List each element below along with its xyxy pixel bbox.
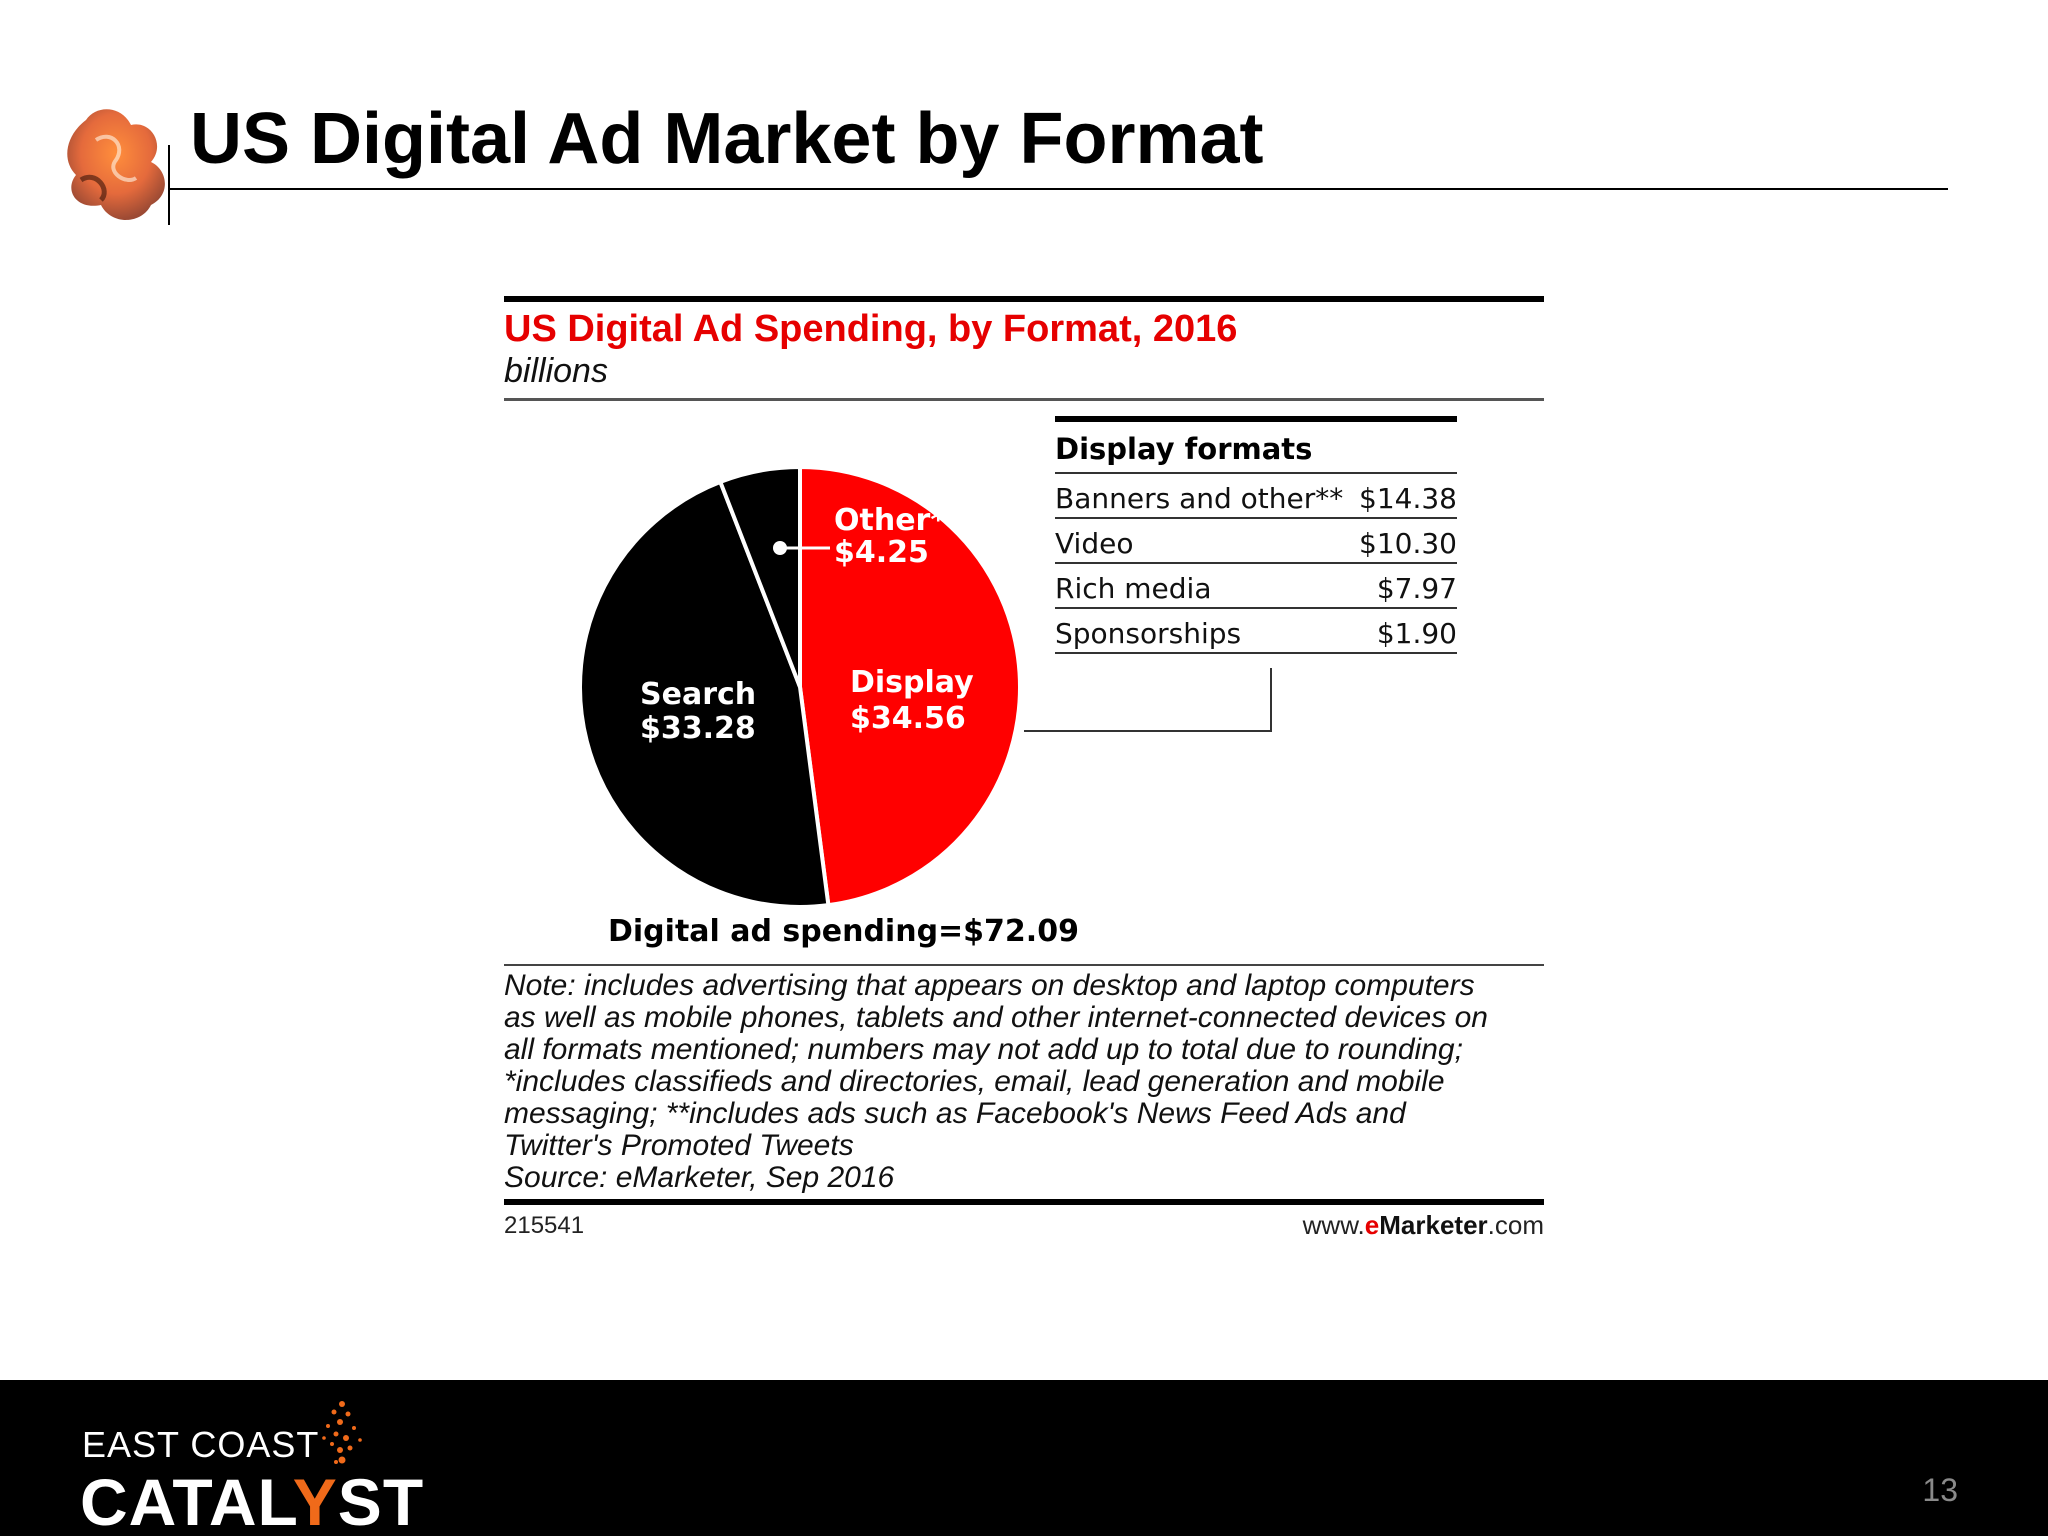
brand-line-1: EAST COAST (82, 1424, 320, 1465)
brand-part-b: ST (337, 1465, 425, 1539)
brand-line-2: CATALYST (80, 1464, 424, 1540)
brand-part-y: Y (292, 1465, 338, 1539)
pie-slice-display (798, 464, 1022, 908)
table-row: Sponsorships $1.90 (1055, 609, 1457, 654)
url-brand: Marketer (1379, 1210, 1488, 1240)
pie-slice-other (717, 464, 802, 688)
row-label: Video (1055, 527, 1134, 560)
row-label: Banners and other** (1055, 482, 1344, 515)
url-prefix: www. (1302, 1210, 1365, 1240)
slice-label-other: Other* (834, 503, 946, 538)
note-rule (504, 964, 1544, 966)
title-rule (168, 188, 1948, 190)
chart-top-bar (504, 296, 1544, 302)
slice-value-display: $34.56 (850, 701, 966, 736)
display-formats-table: Display formats Banners and other** $14.… (1055, 416, 1457, 654)
row-label: Rich media (1055, 572, 1212, 605)
subtitle-rule (504, 398, 1544, 401)
url-suffix: .com (1487, 1210, 1544, 1240)
display-formats-top-bar (1055, 416, 1457, 422)
display-connector-line (1024, 668, 1272, 732)
table-row: Rich media $7.97 (1055, 564, 1457, 609)
slice-value-search: $33.28 (640, 711, 756, 746)
note-line: messaging; **includes ads such as Facebo… (504, 1097, 1406, 1130)
row-value: $1.90 (1376, 617, 1457, 650)
source-url: www.eMarketer.com (1303, 1210, 1544, 1241)
note-line: all formats mentioned; numbers may not a… (504, 1033, 1463, 1066)
slice-label-search: Search (640, 677, 756, 712)
footer: EAST COAST CATALYST 13 (0, 1380, 2048, 1539)
note-block: Note: includes advertising that appears … (504, 970, 1544, 1194)
slide-title: US Digital Ad Market by Format (190, 99, 1264, 179)
row-value: $7.97 (1376, 572, 1457, 605)
spark-icon (322, 1401, 362, 1464)
note-line: Note: includes advertising that appears … (504, 969, 1475, 1002)
slice-label-display: Display (850, 665, 974, 700)
pie-slice-search (578, 479, 831, 909)
table-row: Video $10.30 (1055, 519, 1457, 564)
chart-title: US Digital Ad Spending, by Format, 2016 (504, 308, 1238, 350)
chart-id: 215541 (504, 1212, 585, 1239)
note-line: Twitter's Promoted Tweets (504, 1129, 854, 1162)
brand-part-a: CATAL (80, 1465, 293, 1539)
note-line: *includes classifieds and directories, e… (504, 1065, 1445, 1098)
row-label: Sponsorships (1055, 617, 1242, 650)
source-line: Source: eMarketer, Sep 2016 (504, 1161, 895, 1194)
table-row: Banners and other** $14.38 (1055, 474, 1457, 519)
row-value: $10.30 (1359, 527, 1457, 560)
url-e: e (1364, 1210, 1380, 1240)
chart-bottom-bar (504, 1199, 1544, 1205)
slice-value-other: $4.25 (834, 535, 929, 570)
chart-card: US Digital Ad Spending, by Format, 2016 … (504, 296, 1544, 1256)
title-vertical-rule (168, 145, 170, 225)
note-line: as well as mobile phones, tablets and ot… (504, 1001, 1488, 1034)
display-formats-header: Display formats (1055, 422, 1457, 474)
smoke-logo-icon (67, 109, 165, 220)
row-value: $14.38 (1359, 482, 1457, 515)
page-number: 13 (1922, 1472, 1958, 1508)
total-label: Digital ad spending=$72.09 (608, 914, 1079, 949)
pie-chart: Display$34.56 Search$33.28 Other*$4.25 (578, 464, 1022, 909)
chart-subtitle: billions (504, 352, 608, 390)
